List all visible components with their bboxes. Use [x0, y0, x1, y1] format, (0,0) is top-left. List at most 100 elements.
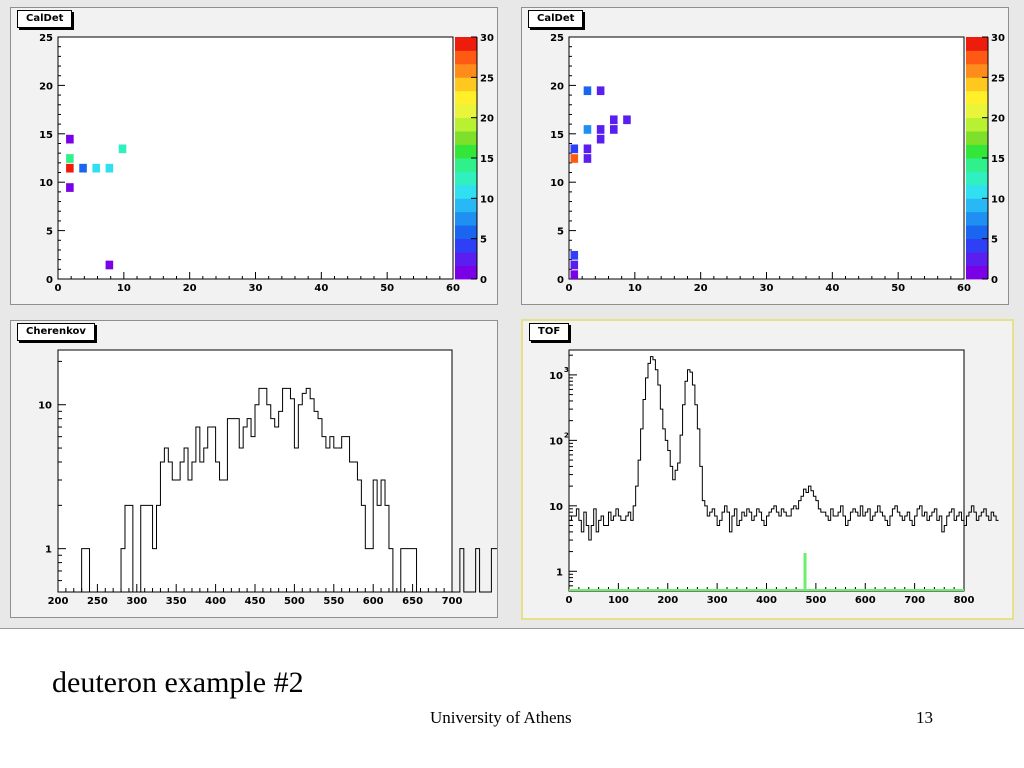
colorbar-segment: [455, 211, 477, 226]
colorbar-segment: [455, 50, 477, 65]
x-tick-label-tof: 200: [657, 595, 678, 606]
heatmap-cell: [583, 154, 592, 163]
x-tick-label-tof: 800: [954, 595, 975, 606]
x-tick-label-cherenkov: 200: [48, 596, 69, 607]
colorbar-segment: [455, 265, 477, 280]
colorbar-segment: [966, 50, 988, 65]
y-tick-label-caldet-1: 15: [39, 130, 53, 141]
colorbar-segment: [966, 90, 988, 105]
x-tick-label-cherenkov: 450: [245, 596, 266, 607]
x-tick-label-cherenkov: 350: [166, 596, 187, 607]
colorbar-tick-label: 20: [991, 114, 1005, 125]
colorbar-tick-label: 10: [991, 194, 1005, 205]
y-tick-label-caldet-1: 20: [39, 81, 53, 92]
x-tick-label-cherenkov: 600: [363, 596, 384, 607]
histogram-line-cherenkov: [58, 387, 497, 593]
x-tick-label-caldet-1: 40: [314, 283, 328, 294]
heatmap-cell: [596, 125, 605, 134]
y-tick-label-caldet-2: 25: [550, 33, 564, 44]
y-tick-label-caldet-1: 0: [46, 275, 53, 286]
colorbar-segment: [966, 265, 988, 280]
heatmap-cell: [583, 125, 592, 134]
heatmap-cell: [570, 250, 579, 260]
tof-pad[interactable]: TOF 0 100 200 300 400 500 600 700 800 1 10 10 2 10 3: [521, 319, 1014, 620]
x-tick-label-caldet-1: 10: [117, 283, 131, 294]
footer-organization: University of Athens: [430, 708, 572, 727]
caldet-pad-2[interactable]: CalDet 0 10 20 30 40 50 60 0 5 10 15 20 25 0 5 10 15 20 25…: [521, 7, 1009, 305]
colorbar-segment: [455, 63, 477, 78]
colorbar-segment: [455, 252, 477, 266]
colorbar-segment: [966, 198, 988, 213]
pad-title-caldet-2: CalDet: [528, 10, 584, 28]
colorbar-tick-label: 20: [480, 114, 494, 125]
heatmap-cell: [596, 86, 605, 96]
y-tick-label-caldet-1: 5: [46, 227, 53, 238]
x-tick-label-caldet-1: 0: [55, 283, 62, 294]
root-canvas: CalDet 0 10 20 30 40 50 60 0 5 10 15 20 25 0 5 10 15 20 25…: [0, 0, 1024, 629]
y-tick-label-caldet-2: 0: [557, 275, 564, 286]
y-tick-label-caldet-2: 20: [550, 81, 564, 92]
x-tick-label-caldet-1: 60: [446, 283, 460, 294]
colorbar-segment: [455, 90, 477, 105]
x-tick-label-caldet-2: 60: [957, 283, 971, 294]
pad-title-caldet-1: CalDet: [17, 10, 73, 28]
colorbar-tick-label: 0: [480, 275, 487, 286]
x-tick-label-cherenkov: 700: [442, 596, 463, 607]
x-tick-label-tof: 600: [855, 595, 876, 606]
slide-caption: deuteron example #2: [52, 666, 304, 699]
colorbar-segment: [966, 252, 988, 266]
heatmap-cell: [596, 134, 605, 144]
caldet-2-heatmap[interactable]: 0 10 20 30 40 50 60 0 5 10 15 20 25 0 5 10 15 20 25 30: [522, 8, 1008, 304]
page-number: 13: [916, 708, 933, 727]
heatmap-cell: [105, 163, 114, 173]
y-tick-label-caldet-2: 5: [557, 227, 564, 238]
y-tick-label-cherenkov: 10: [38, 401, 52, 412]
colorbar-tick-label: 10: [480, 194, 494, 205]
heatmap-cell: [66, 134, 74, 144]
x-tick-label-caldet-1: 50: [380, 283, 394, 294]
colorbar-segment: [966, 131, 988, 145]
heatmap-cell: [66, 183, 74, 192]
colorbar-segment: [455, 184, 477, 199]
heatmap-cell: [583, 144, 592, 154]
overlay-peak-bar: [803, 553, 807, 591]
x-tick-label-caldet-1: 30: [249, 283, 263, 294]
colorbar-segment: [966, 171, 988, 186]
colorbar-segment: [966, 37, 988, 51]
y-tick-label-tof: 10: [549, 436, 563, 447]
colorbar-segment: [455, 198, 477, 213]
x-tick-label-caldet-2: 20: [694, 283, 708, 294]
colorbar-tick-label: 15: [480, 154, 494, 165]
y-tick-label-tof: 1: [556, 567, 563, 578]
caldet-1-heatmap[interactable]: 0 10 20 30 40 50 60 0 5 10 15 20 25 0 5 10 15 20 25 30: [11, 8, 497, 304]
x-tick-label-tof: 300: [707, 595, 728, 606]
heatmap-cell: [66, 154, 74, 163]
pad-title-cherenkov: Cherenkov: [17, 323, 95, 341]
cherenkov-pad[interactable]: Cherenkov 200 250 300 350 400 450 500 550 600 650…: [10, 320, 498, 618]
colorbar-segment: [966, 158, 988, 172]
y-tick-label-caldet-2: 10: [550, 178, 564, 189]
colorbar-segment: [455, 104, 477, 119]
colorbar-tick-label: 30: [991, 33, 1005, 44]
cherenkov-histogram[interactable]: 200 250 300 350 400 450 500 550 600 650 700 1 10: [11, 321, 497, 617]
heatmap-cell: [610, 115, 618, 125]
colorbar-segment: [966, 238, 988, 253]
frame-cherenkov: [57, 349, 453, 593]
x-tick-label-cherenkov: 300: [126, 596, 147, 607]
heatmap-cell: [570, 260, 579, 270]
y-tick-label-caldet-1: 25: [39, 33, 53, 44]
heatmap-cell: [610, 125, 618, 134]
colorbar-tick-label: 30: [480, 33, 494, 44]
heatmap-cell: [105, 260, 114, 270]
caldet-pad-1[interactable]: CalDet 0 10 20 30 40 50 60 0 5 10 15 20 25 0 5 10 15 20 25…: [10, 7, 498, 305]
colorbar-segment: [966, 104, 988, 119]
x-tick-label-cherenkov: 650: [402, 596, 423, 607]
heatmap-cell: [79, 163, 87, 173]
frame-caldet-1: [57, 36, 454, 280]
y-tick-label-tof: 10: [549, 502, 563, 513]
colorbar-segment: [966, 211, 988, 226]
colorbar-segment: [966, 184, 988, 199]
x-tick-label-caldet-2: 10: [628, 283, 642, 294]
colorbar-segment: [455, 117, 477, 132]
